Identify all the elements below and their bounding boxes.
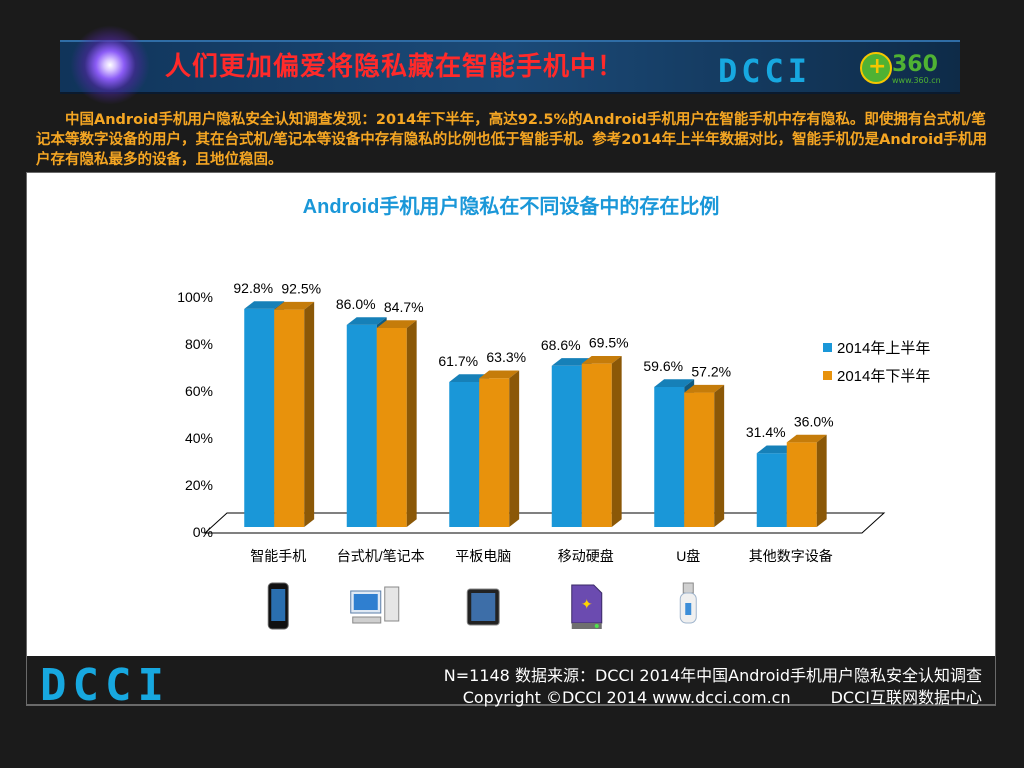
- bar-h2: [479, 378, 510, 527]
- bar-top: [479, 370, 520, 379]
- data-label: 57.2%: [691, 364, 731, 380]
- data-label: 36.0%: [794, 413, 834, 429]
- summary-text: 中国Android手机用户隐私安全认知调查发现：2014年下半年，高达92.5%…: [36, 112, 988, 168]
- bar-h2: [376, 327, 407, 527]
- bar-chart: Android手机用户隐私在不同设备中的存在比例 0% 20% 40% 60% 80% 1…: [177, 194, 930, 630]
- bar-h1: [346, 324, 377, 527]
- page-title: 人们更加偏爱将隐私藏在智能手机中！: [165, 52, 625, 82]
- legend-swatch: [823, 371, 832, 380]
- bar-side: [406, 320, 417, 527]
- footer-copyright: Copyright ©DCCI 2014 www.dcci.com.cn DCCI…: [463, 684, 982, 708]
- y-tick-label: 0%: [193, 524, 213, 540]
- bar-h1: [449, 382, 480, 527]
- bar-h2: [786, 442, 817, 527]
- legend-label: 2014年下半年: [837, 368, 930, 385]
- bar-side: [509, 370, 520, 527]
- partner-logo-text: 360: [892, 52, 938, 77]
- bar-top: [449, 374, 490, 383]
- data-label: 92.8%: [233, 280, 273, 296]
- y-tick-label: 40%: [185, 430, 213, 446]
- bar-side: [714, 384, 725, 527]
- category-label: 其他数字设备: [749, 548, 833, 564]
- footer-source: N=1148 数据来源：DCCI 2014年中国Android手机用户隐私安全认…: [443, 666, 982, 685]
- bar-top: [274, 301, 315, 310]
- hard-drive-icon: ✦: [571, 584, 603, 629]
- copyright-text: Copyright ©DCCI 2014 www.dcci.com.cn: [462, 688, 791, 707]
- bar-h2: [581, 363, 612, 527]
- data-label: 92.5%: [281, 281, 321, 297]
- bar-top: [376, 320, 417, 328]
- bar-h2: [684, 392, 715, 527]
- category-label: 平板电脑: [455, 548, 511, 564]
- desktop-computer-icon: [350, 586, 400, 624]
- bar-top: [551, 358, 592, 366]
- data-label: 68.6%: [541, 337, 581, 353]
- bar-top: [581, 355, 622, 364]
- svg-text:✦: ✦: [581, 596, 593, 612]
- bar-side: [816, 434, 827, 527]
- legend-swatch: [823, 343, 832, 352]
- data-label: 86.0%: [336, 296, 376, 312]
- bar-h1: [551, 365, 582, 527]
- dcci-logo: DCCI: [718, 52, 812, 90]
- category-label: 智能手机: [250, 548, 306, 564]
- category-label: 移动硬盘: [558, 548, 614, 564]
- y-tick-label: 100%: [177, 289, 213, 305]
- smartphone-icon: [267, 582, 289, 630]
- legend-label: 2014年上半年: [837, 340, 930, 357]
- footer-organization: DCCI互联网数据中心: [830, 688, 982, 707]
- footer-band: [26, 656, 996, 705]
- bar-h1: [654, 386, 685, 527]
- data-label: 31.4%: [746, 424, 786, 440]
- bar-top: [756, 445, 797, 454]
- partner-url: www.360.cn: [892, 76, 941, 85]
- data-label: 61.7%: [438, 353, 478, 369]
- category-label: U盘: [676, 548, 700, 564]
- bar-top: [654, 379, 695, 387]
- bar-top: [786, 434, 827, 443]
- category-label: 台式机/笔记本: [337, 548, 425, 564]
- y-tick-label: 80%: [185, 336, 213, 352]
- bar-h1: [756, 453, 787, 527]
- footer-dcci-logo: DCCI: [40, 660, 170, 711]
- y-tick-label: 20%: [185, 477, 213, 493]
- bar-side: [304, 301, 315, 527]
- data-label: 84.7%: [384, 299, 424, 315]
- usb-drive-icon: [679, 582, 697, 624]
- bar-h2: [274, 309, 305, 527]
- data-label: 59.6%: [643, 358, 683, 374]
- bar-h1: [244, 308, 275, 527]
- bar-side: [611, 355, 622, 527]
- bar-top: [684, 384, 725, 393]
- bar-top: [244, 301, 285, 309]
- chart-frame: Android手机用户隐私在不同设备中的存在比例 0% 20% 40% 60% 80% 1…: [26, 172, 996, 706]
- data-label: 69.5%: [589, 335, 629, 351]
- header-band: [60, 40, 960, 94]
- sparkle-icon: [70, 25, 150, 105]
- y-tick-label: 60%: [185, 383, 213, 399]
- bar-top: [346, 317, 387, 325]
- 360-logo-icon: +: [860, 52, 892, 84]
- data-label: 63.3%: [486, 349, 526, 365]
- chart-title: Android手机用户隐私在不同设备中的存在比例: [303, 194, 720, 218]
- tablet-icon: [466, 588, 500, 626]
